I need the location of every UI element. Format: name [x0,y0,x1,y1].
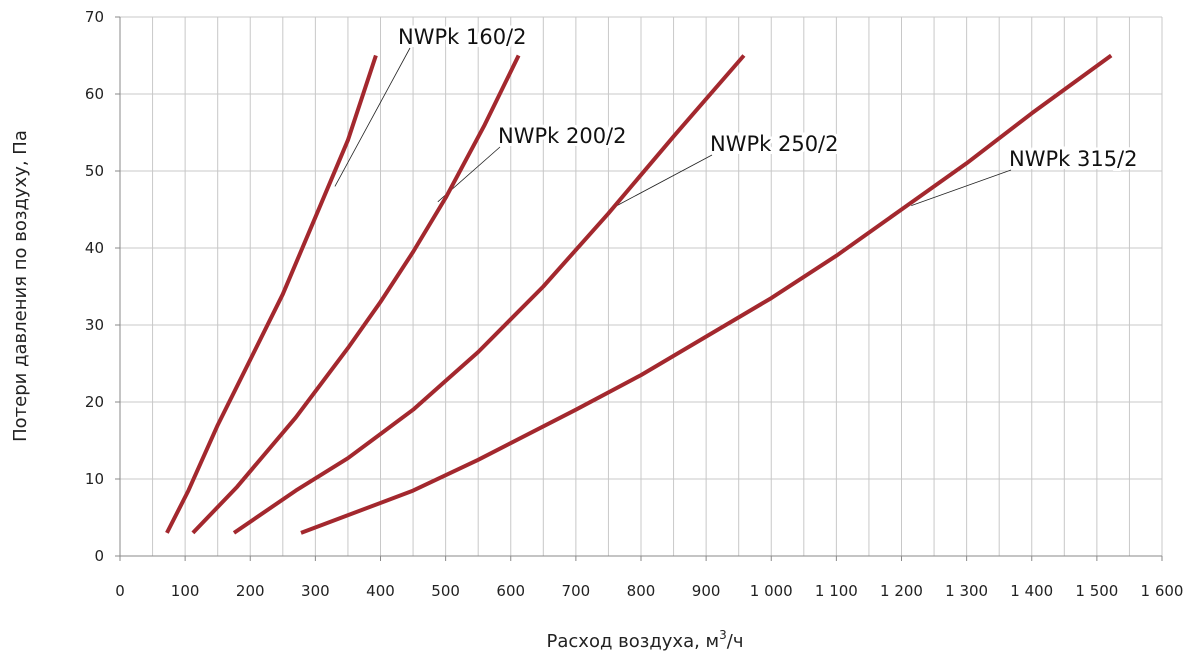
x-tick-label: 700 [562,582,591,600]
y-tick-label: 70 [85,8,104,26]
x-tick-label: 800 [627,582,656,600]
y-tick-label: 10 [85,470,104,488]
x-tick-label: 600 [496,582,525,600]
series-label: NWPk 160/2 [398,25,527,49]
x-tick-label: 1 200 [880,582,923,600]
y-tick-label: 0 [94,547,104,565]
x-tick-label: 100 [171,582,200,600]
x-tick-label: 1 500 [1075,582,1118,600]
x-tick-label: 900 [692,582,721,600]
x-tick-label: 1 300 [945,582,988,600]
x-tick-label: 1 600 [1141,582,1184,600]
x-tick-label: 1 000 [750,582,793,600]
series-line [232,54,746,535]
series-line [165,54,378,534]
series-callouts [334,47,1012,207]
x-tick-label: 200 [236,582,265,600]
y-tick-label: 30 [85,316,104,334]
grid [119,16,1163,557]
series-line [191,54,521,535]
x-tick-label: 1 100 [815,582,858,600]
series-label: NWPk 200/2 [498,124,627,148]
y-tick-label: 50 [85,162,104,180]
x-axis-title: Расход воздуха, м3/ч [547,628,744,652]
x-tick-label: 300 [301,582,330,600]
y-axis-title: Потери давления по воздуху, Па [10,130,31,442]
x-tick-label: 0 [115,582,125,600]
y-tick-label: 60 [85,85,104,103]
x-tick-label: 1 400 [1010,582,1053,600]
series-labels: NWPk 160/2 NWPk 200/2 NWPk 250/2 NWPk 315/2 [395,22,1141,174]
callout-line [616,154,713,207]
x-tick-label: 500 [431,582,460,600]
x-tick-label: 400 [366,582,395,600]
series-line [300,53,1113,535]
series-label: NWPk 315/2 [1009,147,1138,171]
tick-labels: 0 100 200 300 400 500 600 700 800 900 1 000 1 100 1 … [85,8,1184,600]
y-tick-label: 20 [85,393,104,411]
series-lines [165,53,1113,535]
callout-line [911,169,1012,207]
series-label: NWPk 250/2 [710,132,839,156]
callout-line [334,47,411,187]
y-tick-label: 40 [85,239,104,257]
